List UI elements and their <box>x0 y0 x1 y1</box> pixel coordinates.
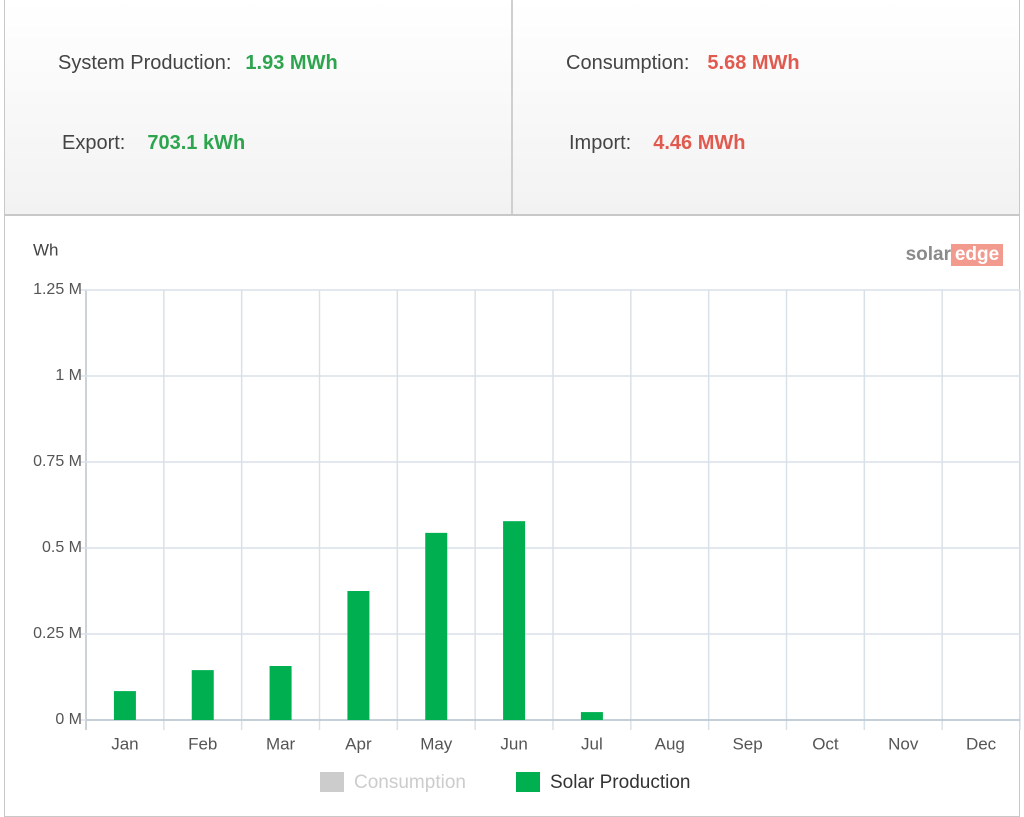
legend-label: Consumption <box>354 772 466 793</box>
stat-value: 703.1 kWh <box>147 132 246 154</box>
brand-badge <box>951 244 1003 266</box>
bar <box>347 591 370 720</box>
x-tick-label: Mar <box>266 734 296 753</box>
y-tick-label: 1 M <box>55 367 82 384</box>
import-stat: Import: 4.46 MWh <box>569 132 746 155</box>
stat-label: Import: <box>569 132 632 154</box>
consumption-stat: Consumption: 5.68 MWh <box>566 52 800 75</box>
bar <box>191 670 214 720</box>
production-panel: System Production: 1.93 MWh Export: 703.1 … <box>5 0 511 214</box>
summary-header: System Production: 1.93 MWh Export: 703.1 … <box>4 0 1020 215</box>
y-axis-label: Wh <box>33 240 59 259</box>
y-tick-label: 0.75 M <box>33 453 82 470</box>
brand-first: solar <box>906 244 952 265</box>
production-stat: System Production: 1.93 MWh <box>58 52 338 75</box>
x-tick-label: Nov <box>888 734 919 753</box>
bar <box>503 521 526 720</box>
x-tick-label: Oct <box>812 734 839 753</box>
legend-swatch <box>320 772 344 792</box>
x-tick-label: Jun <box>500 734 527 753</box>
stat-label: Consumption: <box>566 52 690 74</box>
stat-label: Export: <box>62 132 126 154</box>
bar <box>269 665 292 720</box>
y-tick-label: 0.5 M <box>42 539 82 556</box>
bar <box>580 712 603 720</box>
x-tick-label: Jan <box>111 734 138 753</box>
export-stat: Export: 703.1 kWh <box>62 132 245 155</box>
stat-value: 4.46 MWh <box>653 132 746 154</box>
brand-second: edge <box>955 244 999 265</box>
y-tick-label: 0 M <box>55 711 82 728</box>
bar <box>425 532 448 720</box>
consumption-panel: Consumption: 5.68 MWh Import: 4.46 MWh <box>511 0 1019 214</box>
y-tick-label: 0.25 M <box>33 625 82 642</box>
x-tick-label: Jul <box>581 734 603 753</box>
legend-label: Solar Production <box>550 772 690 793</box>
x-tick-label: May <box>420 734 453 753</box>
brand-logo: solar edge <box>906 244 1003 266</box>
legend-swatch <box>516 772 540 792</box>
x-tick-label: Dec <box>966 734 997 753</box>
stat-value: 1.93 MWh <box>245 52 338 74</box>
x-tick-label: Sep <box>732 734 762 753</box>
y-tick-label: 1.25 M <box>33 281 82 298</box>
x-tick-label: Aug <box>655 734 685 753</box>
bar <box>113 691 136 720</box>
stat-value: 5.68 MWh <box>707 52 800 74</box>
stat-label: System Production: <box>58 52 232 74</box>
x-tick-label: Feb <box>188 734 217 753</box>
x-tick-label: Apr <box>345 734 372 753</box>
